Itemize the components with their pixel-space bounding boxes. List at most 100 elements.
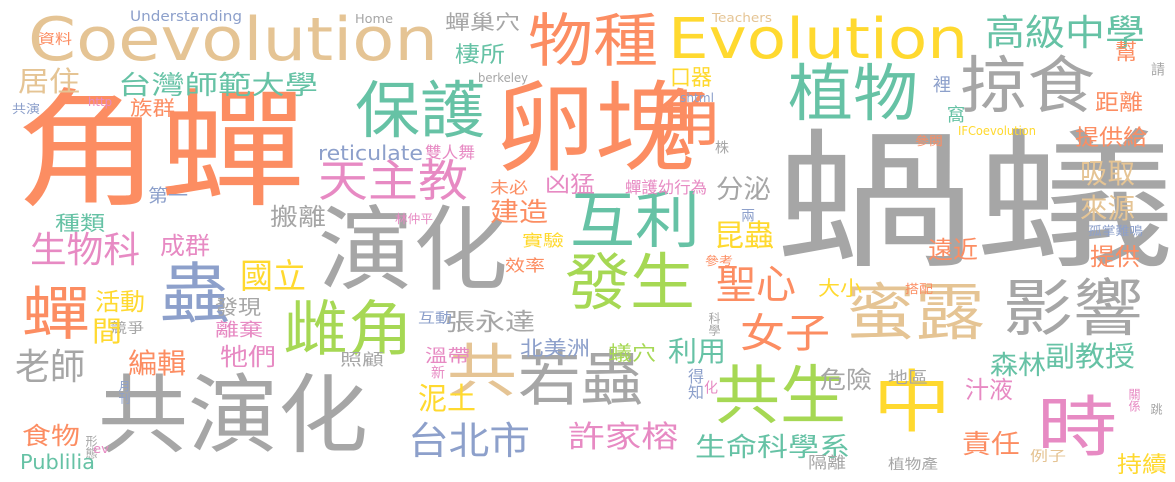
word-75: 照顧 [340,350,384,369]
word-63: 族群 [130,96,175,120]
word-23: 雌角 [283,295,413,365]
word-72: 離棄 [215,320,263,341]
word-18: 中 [873,364,951,443]
word-22: 共 [447,337,517,405]
word-97: 地區 [888,368,928,387]
word-61: 蟬巢穴 [445,10,520,34]
word-76: 蟻穴 [608,341,656,365]
word-46: 責任 [962,430,1020,460]
word-54: 編輯 [128,347,186,380]
word-80: 未必 [490,178,528,197]
word-82: 互動 [418,311,452,327]
word-81: 林仲平 [395,212,433,226]
word-49: 遠近 [928,236,978,264]
word-83: 競爭 [110,321,144,337]
word-70: 第一 [148,186,188,207]
word-9: 植物 [788,57,918,130]
word-77: 實驗 [522,231,564,250]
word-89: shtml [680,91,714,105]
word-74: 溫帶 [425,346,470,367]
word-104: 幫 [1111,40,1136,62]
word-101: 關係 [1127,388,1141,412]
word-78: 效率 [505,256,545,275]
word-21: 若蟲 [518,345,643,415]
word-102: 跳 [1149,403,1163,415]
word-5: Coevolution [28,5,438,75]
word-14: 互利 [570,184,700,257]
word-37: 分泌 [716,175,771,205]
word-87: Teachers [712,11,772,25]
word-79: 蟬護幼行為 [625,178,707,197]
word-106: 窩 [944,105,965,123]
word-17: 影響 [1003,272,1143,345]
word-92: 共演 [12,102,40,116]
word-56: 活動 [95,288,145,316]
word-55: 牠們 [220,343,276,371]
word-33: 生物科 [30,230,140,271]
word-88: berkeley [478,71,528,85]
word-110: 得知 [685,368,704,400]
word-93: 參閱 [915,134,943,148]
word-111: 化 [702,380,718,394]
word-26: 台灣師範大學 [118,71,318,101]
word-58: 搬離 [270,203,326,231]
word-32: 國立 [240,257,306,297]
word-73: 北美洲 [520,336,590,360]
word-67: Publilia [20,450,95,474]
word-4: 共演化 [98,366,368,466]
word-38: 吸取 [1080,157,1135,190]
word-52: 張永達 [445,308,535,336]
word-113: 形態 [84,435,98,459]
word-64: 居住 [18,65,80,98]
word-116: 間 [92,315,122,348]
word-53: 泥土 [418,382,476,417]
word-25: 高級中學 [985,13,1145,54]
word-50: 大小 [818,276,862,300]
word-90: http [88,95,112,109]
word-19: 時 [1037,389,1117,466]
word-103: 請 [1149,62,1165,76]
word-59: 凶猛 [545,173,595,198]
word-108: 兩 [739,208,755,222]
word-94: 參考 [705,254,733,268]
word-1: 角蟬 [15,77,305,226]
word-45: 汁液 [965,376,1013,404]
word-68: reticulate [318,141,423,165]
word-40: 提供 [1090,243,1140,271]
word-16: 蜜露 [845,276,985,349]
word-65: 種類 [55,211,105,235]
word-99: 植物產 [888,457,938,473]
word-100: 例子 [1030,449,1066,465]
word-10: 掠食 [960,49,1095,122]
word-95: 搭配 [905,282,933,296]
word-114: 月刊 [117,380,131,404]
word-43: 副教授 [1045,340,1135,373]
word-15: 發生 [565,246,695,319]
word-85: Understanding [130,9,242,25]
word-2: 卵塊 [495,72,695,186]
word-35: 建造 [490,198,548,228]
word-39: 來源 [1080,192,1135,225]
word-11: 角 [655,82,723,155]
word-107: 株 [713,140,729,154]
word-66: 食物 [22,422,80,450]
word-62: 口器 [670,66,712,91]
word-42: 距離 [1095,91,1143,116]
word-41: 提供給 [1075,126,1147,151]
word-8: 保護 [355,74,485,147]
word-13: 蟬 [22,280,90,348]
word-31: 聖心 [716,262,796,308]
word-3: 演化 [318,197,508,304]
word-20: 共生 [714,360,846,434]
word-96: 孤掌難鳴 [1088,224,1143,238]
word-115: ev [93,442,109,456]
word-0: 蝸蟻 [775,116,1175,290]
word-91: IFCoevolution [958,124,1036,138]
word-84: 資料 [38,32,72,48]
word-71: 發現 [215,295,261,319]
word-6: Evolution [668,7,968,72]
word-112: 科學 [707,312,721,336]
word-57: 成群 [160,232,210,260]
word-27: 台北市 [408,419,530,463]
